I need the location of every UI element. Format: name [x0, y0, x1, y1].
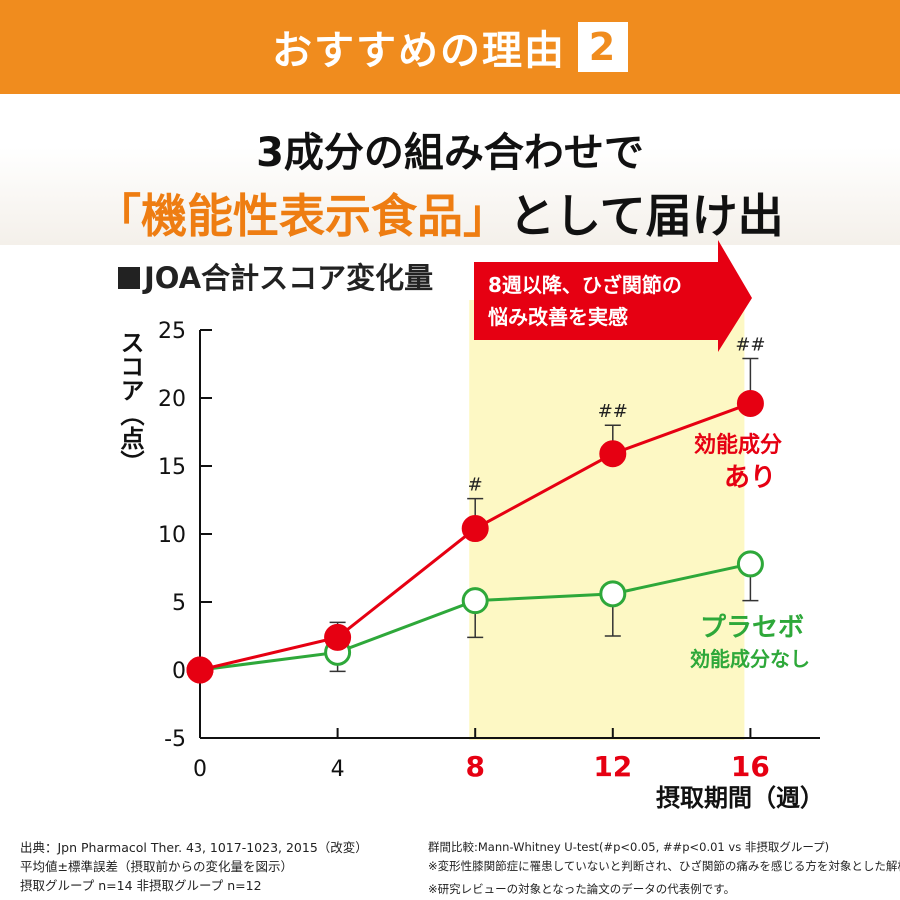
data-point	[599, 580, 627, 608]
footnote: ※研究レビューの対象となった論文のデータの代表例です。	[428, 882, 736, 896]
series-label-active-line2: あり	[724, 463, 776, 493]
significance-mark: #	[468, 475, 483, 496]
data-point	[186, 656, 214, 684]
y-axis-label: スコア（点）	[116, 330, 144, 474]
headline-line2: 「機能性表示食品」として届け出	[95, 180, 784, 246]
y-tick-label: -5	[164, 727, 186, 752]
footnote: 出典：Jpn Pharmacol Ther. 43, 1017-1023, 20…	[20, 840, 368, 855]
banner-title: おすすめの理由	[272, 28, 566, 74]
callout-line1: 8週以降、ひざ関節の	[488, 273, 682, 297]
footnote: 平均値±標準誤差（摂取前からの変化量を図示）	[20, 859, 293, 874]
headline-rest: として届け出	[509, 189, 784, 243]
data-point	[736, 389, 764, 417]
y-tick-label: 10	[158, 523, 186, 548]
highlight-band	[469, 300, 745, 740]
y-tick-label: 5	[172, 591, 186, 616]
data-point	[461, 515, 489, 543]
x-tick-label: 8	[465, 750, 484, 783]
footnote: 群間比較:Mann-Whitney U-test(#p<0.05, ##p<0.…	[428, 840, 830, 854]
x-tick-label: 4	[331, 757, 345, 782]
banner-number: 2	[578, 22, 628, 72]
y-tick-label: 15	[158, 455, 186, 480]
square-bullet-icon	[118, 267, 140, 289]
data-point	[736, 550, 764, 578]
callout-arrow	[474, 240, 752, 352]
footnote: 摂取グループ n=14 非摂取グループ n=12	[20, 878, 262, 893]
significance-mark: ##	[735, 335, 765, 356]
data-point	[324, 623, 352, 651]
series-label-placebo-line2: 効能成分なし	[690, 647, 810, 671]
footnotes-right: 群間比較:Mann-Whitney U-test(#p<0.05, ##p<0.…	[428, 838, 900, 899]
x-tick-label: 0	[193, 757, 207, 782]
callout-line2: 悩み改善を実感	[488, 305, 628, 329]
x-tick-label: 16	[731, 750, 770, 783]
reason-banner: おすすめの理由 2	[0, 0, 900, 94]
series-label-active-line1: 効能成分	[694, 432, 782, 458]
y-tick-label: 0	[172, 659, 186, 684]
data-point	[599, 440, 627, 468]
series-label-placebo-line1: プラセボ	[700, 613, 804, 643]
headline-line1: 3成分の組み合わせで	[256, 130, 644, 176]
x-axis-label: 摂取期間（週）	[656, 784, 824, 812]
data-point	[461, 587, 489, 615]
y-tick-label: 25	[158, 319, 186, 344]
footnotes-left: 出典：Jpn Pharmacol Ther. 43, 1017-1023, 20…	[20, 838, 368, 895]
chart-title-text: JOA合計スコア変化量	[144, 261, 434, 295]
y-tick-label: 20	[158, 387, 186, 412]
x-tick-label: 12	[593, 750, 632, 783]
significance-mark: ##	[598, 401, 628, 422]
chart-title: JOA合計スコア変化量	[118, 255, 433, 297]
headline-accent: 「機能性表示食品」	[95, 189, 509, 243]
footnote: ※変形性膝関節症に罹患していないと判断され、ひざ関節の痛みを感じる方を対象とした…	[428, 859, 900, 873]
